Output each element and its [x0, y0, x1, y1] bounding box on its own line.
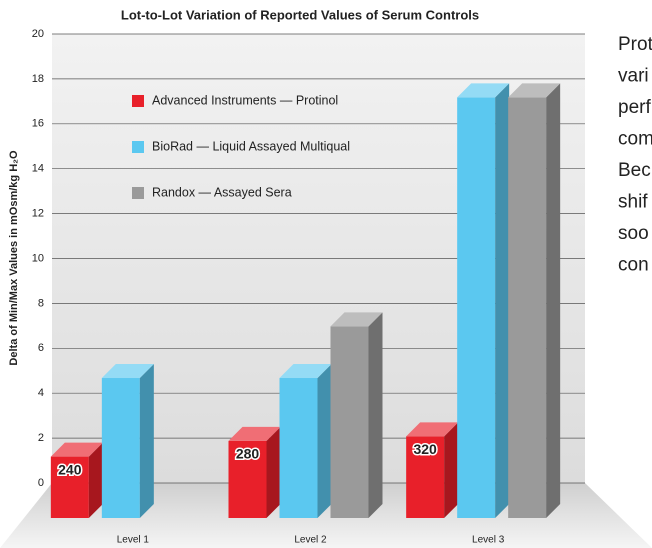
legend-label: Randox — Assayed Sera — [152, 185, 292, 199]
y-tick-label: 10 — [32, 252, 44, 264]
side-text-line: shif — [618, 192, 648, 213]
bar — [50, 442, 103, 518]
side-text-line: perf — [618, 97, 651, 118]
y-tick-label: 2 — [38, 432, 44, 444]
bar-front — [406, 436, 445, 518]
bar — [508, 83, 561, 518]
bar — [406, 422, 459, 518]
bar-front — [228, 440, 267, 518]
bar-side — [88, 442, 103, 518]
side-text-line: soo — [618, 223, 649, 244]
bar-side — [139, 364, 154, 518]
bar-front — [457, 97, 496, 518]
bar-side — [317, 364, 332, 518]
bar — [330, 312, 383, 518]
data-label: 280 — [236, 446, 260, 462]
y-tick-label: 6 — [38, 342, 44, 354]
bar-side — [444, 422, 459, 518]
x-tick-label: Level 1 — [117, 535, 150, 546]
y-tick-label: 18 — [32, 73, 44, 85]
bar — [101, 364, 154, 518]
side-text-line: com — [618, 129, 652, 150]
bar-front — [101, 378, 140, 518]
bar-front — [508, 97, 547, 518]
data-label: 320 — [413, 441, 437, 457]
bar — [228, 426, 281, 518]
data-label: 240 — [58, 461, 82, 477]
bar-top — [101, 364, 154, 379]
bar-top — [406, 422, 459, 437]
y-axis-label: Delta of Min/Max Values in mOsm/kg H₂O — [8, 150, 20, 366]
y-tick-label: 20 — [32, 28, 44, 40]
y-tick-label: 8 — [38, 297, 44, 309]
bar-side — [546, 83, 561, 518]
side-text-line: Prot — [618, 34, 652, 55]
side-text-line: vari — [618, 66, 649, 87]
legend-swatch — [132, 187, 144, 199]
bar-top — [508, 83, 561, 98]
bar — [279, 364, 332, 518]
bar-side — [495, 83, 510, 518]
bar-top — [457, 83, 510, 98]
x-tick-label: Level 3 — [472, 535, 505, 546]
bar-front — [279, 378, 318, 518]
y-tick-label: 4 — [38, 387, 44, 399]
bar-side — [266, 426, 281, 518]
y-tick-label: 14 — [32, 163, 44, 175]
bar-top — [50, 442, 103, 457]
bar-front — [50, 456, 89, 518]
bar-top — [279, 364, 332, 379]
x-tick-label: Level 2 — [294, 535, 327, 546]
legend-label: Advanced Instruments — Protinol — [152, 93, 338, 107]
y-tick-label: 16 — [32, 118, 44, 130]
bar-top — [228, 426, 281, 441]
legend-label: BioRad — Liquid Assayed Multiqual — [152, 139, 350, 153]
bar-top — [330, 312, 383, 327]
legend-swatch — [132, 95, 144, 107]
y-tick-label: 0 — [38, 477, 44, 489]
side-text-line: Bec — [618, 160, 651, 181]
chart-title: Lot-to-Lot Variation of Reported Values … — [121, 7, 479, 22]
side-text-line: con — [618, 255, 649, 276]
legend-swatch — [132, 141, 144, 153]
bar — [457, 83, 510, 518]
y-tick-label: 12 — [32, 208, 44, 220]
bar-front — [330, 326, 369, 518]
bar-side — [368, 312, 383, 518]
